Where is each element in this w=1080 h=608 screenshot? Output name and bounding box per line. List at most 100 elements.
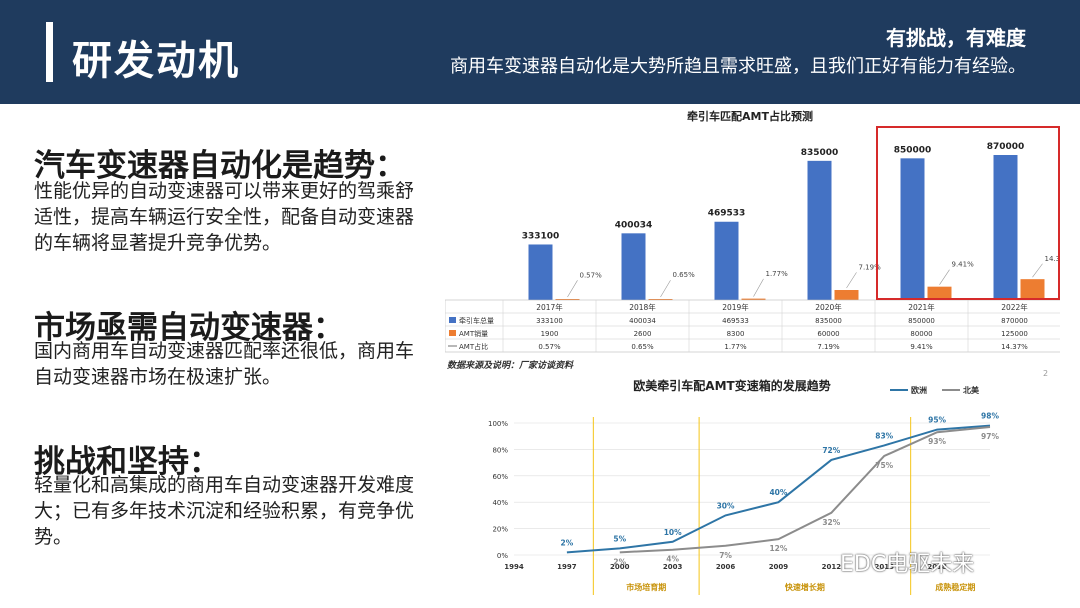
phase-label-2: 成熟稳定期	[935, 582, 975, 592]
table-cell-2-1: 0.65%	[631, 343, 654, 351]
legend-label-2: AMT占比	[459, 342, 488, 351]
ytick-5: 100%	[488, 420, 508, 428]
section-title-market: 市场亟需自动变速器：	[34, 310, 344, 346]
point-label-欧洲-7: 95%	[928, 416, 946, 425]
point-label-北美-2: 7%	[719, 551, 732, 560]
section-title-challenge: 挑战和坚持：	[34, 444, 220, 480]
bar-chart-title: 牵引车匹配AMT占比预测	[687, 110, 813, 123]
bar-amt-2	[741, 298, 766, 300]
table-cell-1-0: 1900	[541, 330, 559, 338]
table-year-2: 2019年	[722, 302, 749, 312]
ytick-2: 40%	[492, 499, 508, 507]
header-subtitle: 商用车变速器自动化是大势所趋且需求旺盛，且我们正好有能力有经验。	[450, 56, 1026, 77]
section-body-trend: 性能优异的自动变速器可以带来更好的驾乘舒适性，提高车辆运行安全性，配备自动变速器…	[34, 180, 415, 254]
bar-amt-0	[555, 299, 580, 300]
point-label-欧洲-5: 72%	[822, 446, 840, 455]
table-cell-0-3: 835000	[815, 317, 842, 325]
table-cell-2-3: 7.19%	[817, 343, 840, 351]
table-year-0: 2017年	[536, 302, 563, 312]
phase-label-0: 市场培育期	[626, 582, 666, 592]
bar-total-label-3: 835000	[801, 148, 839, 158]
table-cell-2-5: 14.37%	[1001, 343, 1028, 351]
point-label-欧洲-6: 83%	[875, 431, 893, 440]
point-label-北美-3: 12%	[769, 544, 787, 553]
table-cell-0-2: 469533	[722, 317, 749, 325]
pct-label-1: 0.65%	[673, 271, 696, 279]
ytick-3: 60%	[492, 473, 508, 481]
xtick-5: 2009	[769, 563, 789, 571]
point-label-北美-0: 2%	[613, 557, 626, 566]
xtick-3: 2003	[663, 563, 683, 571]
table-year-5: 2022年	[1001, 302, 1028, 312]
pct-leader-3	[846, 272, 857, 289]
point-label-北美-5: 75%	[875, 461, 893, 470]
table-cell-2-0: 0.57%	[538, 343, 561, 351]
table-year-1: 2018年	[629, 302, 656, 312]
bar-total-label-0: 333100	[522, 231, 560, 241]
header-subtitle-bold: 有挑战，有难度	[886, 26, 1026, 50]
pct-leader-5	[1032, 263, 1043, 278]
highlight-box	[876, 126, 1060, 300]
section-body-market: 国内商用车自动变速器匹配率还很低，商用车自动变速器市场在极速扩张。	[34, 340, 415, 388]
point-label-北美-1: 4%	[666, 555, 679, 564]
bar-total-4	[900, 158, 925, 300]
pct-label-4: 9.41%	[952, 261, 975, 269]
point-label-欧洲-2: 10%	[664, 528, 682, 537]
table-cell-0-4: 850000	[908, 317, 935, 325]
point-label-北美-4: 32%	[822, 518, 840, 527]
pct-leader-0	[567, 280, 578, 298]
table-cell-1-3: 60000	[817, 330, 839, 338]
table-cell-2-4: 9.41%	[910, 343, 933, 351]
xtick-4: 2006	[716, 563, 736, 571]
table-year-3: 2020年	[815, 302, 842, 312]
bar-total-label-2: 469533	[708, 209, 746, 219]
table-year-4: 2021年	[908, 302, 935, 312]
point-label-欧洲-3: 30%	[717, 501, 735, 510]
source-note: 数据来源及说明：厂家访谈资料	[447, 361, 574, 371]
phase-label-1: 快速增长期	[785, 582, 825, 592]
point-label-北美-6: 93%	[928, 437, 946, 446]
watermark: EDC电驱未来	[840, 552, 975, 577]
point-label-欧洲-0: 2%	[561, 538, 574, 547]
xtick-1: 1997	[557, 563, 577, 571]
table-cell-1-4: 80000	[910, 330, 932, 338]
table-cell-1-2: 8300	[727, 330, 745, 338]
ytick-4: 80%	[492, 446, 508, 454]
page-number: 2	[1043, 369, 1049, 378]
legend-label-1: AMT销量	[459, 329, 488, 338]
data-table-border	[445, 299, 1060, 353]
section-body-challenge: 轻量化和高集成的商用车自动变速器开发难度大；已有多年技术沉淀和经验积累，有竞争优…	[34, 474, 415, 548]
bar-amt-4	[927, 286, 952, 300]
bar-total-0	[528, 244, 553, 300]
bar-total-label-5: 870000	[987, 142, 1025, 152]
xtick-7: 2015	[874, 563, 894, 571]
pct-label-2: 1.77%	[766, 270, 789, 278]
bar-amt-3	[834, 290, 859, 300]
header-banner	[0, 0, 1080, 104]
legend-label-欧洲: 欧洲	[911, 385, 927, 395]
table-cell-0-1: 400034	[629, 317, 656, 325]
pct-leader-1	[660, 280, 671, 298]
section-title-trend: 汽车变速器自动化是趋势：	[34, 148, 406, 184]
legend-swatch-0	[449, 317, 456, 323]
xtick-2: 2000	[610, 563, 630, 571]
title-accent-bar	[46, 22, 53, 82]
bar-amt-1	[648, 299, 673, 300]
bar-amt-5	[1020, 279, 1045, 300]
legend-swatch-1	[449, 330, 456, 336]
table-cell-0-5: 870000	[1001, 317, 1028, 325]
series-line-北美	[619, 425, 991, 554]
line-chart-title: 欧美牵引车配AMT变速箱的发展趋势	[633, 378, 830, 393]
bar-total-1	[621, 233, 646, 300]
legend-label-北美: 北美	[963, 385, 980, 395]
page-title: 研发动机	[72, 38, 240, 84]
bar-total-3	[807, 160, 832, 300]
point-label-欧洲-8: 98%	[981, 412, 999, 421]
ytick-1: 20%	[492, 526, 508, 534]
legend-label-0: 牵引车总量	[459, 316, 494, 325]
xtick-8: 2018	[927, 563, 947, 571]
bar-total-label-1: 400034	[615, 220, 653, 230]
table-cell-2-2: 1.77%	[724, 343, 747, 351]
bar-total-2	[714, 221, 739, 300]
xtick-0: 1994	[504, 563, 524, 571]
